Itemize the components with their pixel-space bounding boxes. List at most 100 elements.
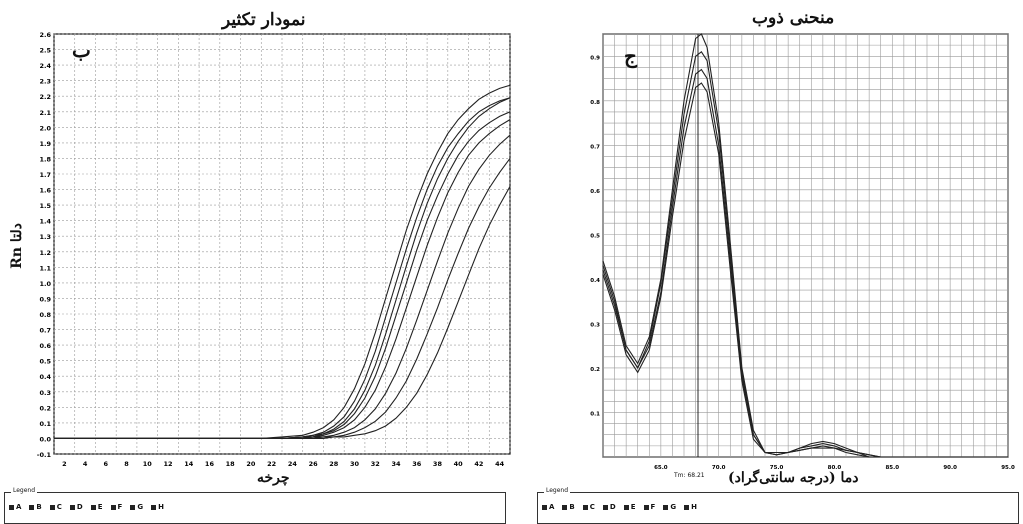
legend-item: B: [29, 503, 42, 511]
panel-letter-left: ب: [72, 38, 91, 62]
y-tick-label: 1.3: [39, 233, 51, 241]
legend-item: D: [602, 503, 616, 511]
y-tick-label: 2.3: [39, 78, 51, 86]
y-tick-label: -0.1: [37, 451, 52, 459]
legend-item: A: [542, 503, 554, 511]
legend-item: B: [562, 503, 575, 511]
y-tick-label: 0.7: [590, 144, 600, 150]
y-tick-label: 2.0: [39, 124, 51, 132]
y-tick-label: 0.4: [39, 373, 51, 381]
x-tick-label: 65.0: [654, 465, 668, 471]
y-tick-label: 0.3: [590, 322, 600, 328]
legend-item: E: [623, 503, 636, 511]
melt-marker-label: Tm: 68.21: [674, 472, 705, 479]
x-tick-label: 12: [163, 460, 172, 468]
x-tick-label: 26: [309, 460, 319, 468]
x-tick-label: 34: [391, 460, 401, 468]
amplification-plot: 2 4 6 8 10 12 14 16 18 20 22 24 26 28 30 32 34 36 38 40 42 44…: [37, 31, 511, 468]
y-tick-label: 0.2: [590, 367, 600, 373]
legend-caption: Legend: [544, 487, 571, 494]
legend-item: F: [643, 503, 655, 511]
y-tick-label: 1.8: [39, 155, 51, 163]
legend-item: E: [90, 503, 103, 511]
y-tick-label: 0.8: [39, 311, 51, 319]
y-tick-label: 2.5: [39, 47, 51, 55]
amplification-x-axis-title: چرخه: [257, 470, 290, 486]
amplification-y-axis-title: Rn دلتا: [9, 223, 25, 269]
legend-item: A: [9, 503, 21, 511]
legend-item: H: [151, 503, 164, 511]
x-tick-label: 16: [205, 460, 215, 468]
x-tick-label: 42: [474, 460, 483, 468]
x-tick-label: 8: [124, 460, 129, 468]
y-tick-label: 0.7: [39, 327, 51, 335]
legend-caption: Legend: [11, 487, 38, 494]
y-tick-label: 0.1: [590, 411, 600, 417]
legend-item: G: [130, 503, 143, 511]
x-tick-label: 24: [288, 460, 298, 468]
y-tick-label: 0.9: [39, 295, 51, 303]
y-tick-label: 1.4: [39, 218, 51, 226]
y-tick-label: 2.1: [39, 109, 51, 117]
x-tick-label: 22: [267, 460, 276, 468]
y-tick-label: 0.2: [39, 404, 51, 412]
y-tick-label: 0.5: [590, 233, 600, 239]
legend-item: G: [663, 503, 676, 511]
amplification-plot-title: نمودار تکثیر: [222, 10, 306, 30]
legend-item: C: [582, 503, 595, 511]
y-tick-label: 2.4: [39, 62, 51, 70]
y-tick-label: 1.7: [39, 171, 51, 179]
panel-letter-right: ج: [624, 44, 637, 68]
melt-curve-title: منحنی ذوب: [752, 8, 835, 28]
series-line-8: [54, 186, 511, 439]
x-tick-label: 70.0: [712, 465, 726, 471]
legend-item: F: [110, 503, 122, 511]
x-tick-label: 4: [83, 460, 88, 468]
y-tick-label: 1.9: [39, 140, 51, 148]
melt-curve-plot: 65.0 70.0 75.0 80.0 85.0 90.0 95.0 0.1 0.2 0.3 0.4…: [590, 33, 1015, 471]
x-tick-label: 36: [412, 460, 422, 468]
y-tick-label: 1.2: [39, 249, 51, 257]
x-tick-label: 20: [246, 460, 256, 468]
legend-item: D: [69, 503, 83, 511]
legend-box-right: Legend A B C D E F G H: [537, 487, 1019, 524]
x-tick-label: 28: [329, 460, 339, 468]
y-tick-label: 0.0: [39, 435, 51, 443]
y-tick-label: 1.1: [39, 264, 51, 272]
legend-item: C: [49, 503, 62, 511]
y-tick-label: 0.6: [39, 342, 51, 350]
x-tick-label: 18: [226, 460, 236, 468]
x-tick-label: 95.0: [1001, 465, 1015, 471]
y-tick-label: 1.6: [39, 187, 51, 195]
y-tick-label: 1.0: [39, 280, 51, 288]
legend-box-left: Legend A B C D E F G H: [4, 487, 506, 524]
x-tick-label: 40: [454, 460, 464, 468]
x-tick-label: 75.0: [770, 465, 784, 471]
y-tick-label: 2.6: [39, 31, 51, 39]
legend-items: A B C D E F G H: [9, 503, 164, 511]
x-tick-label: 38: [433, 460, 443, 468]
melt-x-axis-title: دما (درجه سانتی‌گراد): [728, 470, 859, 486]
x-tick-label: 30: [350, 460, 360, 468]
x-tick-label: 6: [104, 460, 109, 468]
x-tick-label: 2: [62, 460, 67, 468]
x-tick-label: 44: [495, 460, 505, 468]
x-tick-label: 14: [184, 460, 194, 468]
y-tick-label: 0.9: [590, 55, 600, 61]
y-tick-label: 0.4: [590, 278, 600, 284]
x-tick-label: 90.0: [943, 465, 957, 471]
legend-item: H: [684, 503, 697, 511]
series-line-4: [602, 82, 1008, 458]
y-tick-label: 0.8: [590, 100, 600, 106]
x-tick-label: 85.0: [885, 465, 899, 471]
y-tick-label: 0.5: [39, 358, 51, 366]
x-tick-label: 10: [143, 460, 153, 468]
y-tick-label: 2.2: [39, 93, 51, 101]
y-tick-label: 0.3: [39, 389, 51, 397]
x-tick-label: 32: [371, 460, 380, 468]
legend-items: A B C D E F G H: [542, 503, 697, 511]
y-tick-label: 1.5: [39, 202, 51, 210]
x-tick-label: 80.0: [828, 465, 842, 471]
y-tick-label: 0.1: [39, 420, 51, 428]
